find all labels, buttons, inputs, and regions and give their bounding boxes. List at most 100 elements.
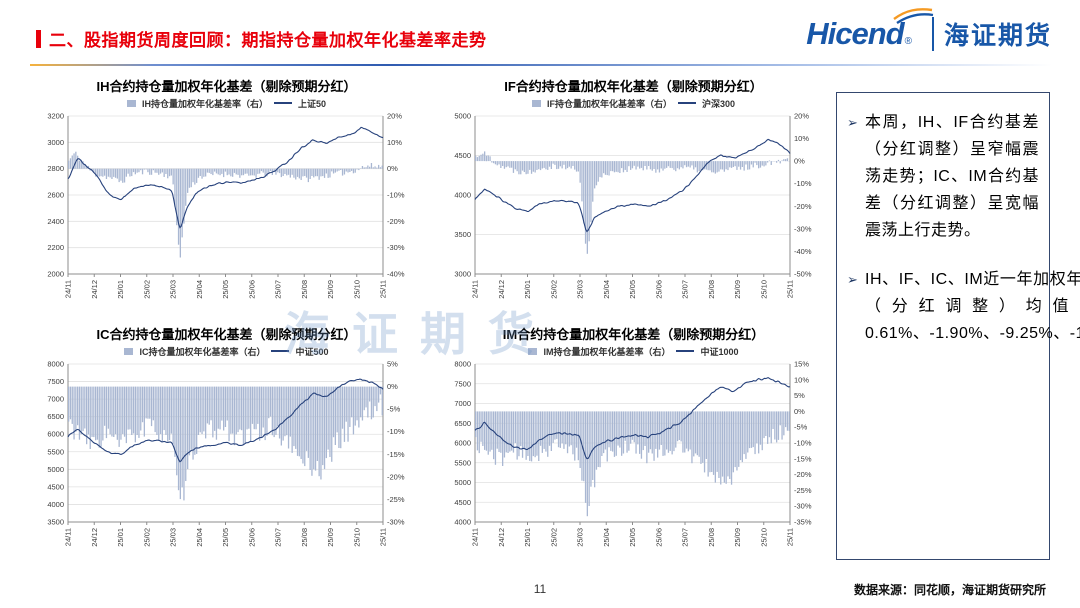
svg-text:25/11: 25/11 xyxy=(379,528,388,546)
svg-text:25/07: 25/07 xyxy=(681,528,690,547)
svg-text:25/10: 25/10 xyxy=(759,528,768,547)
svg-text:25/02: 25/02 xyxy=(549,528,558,547)
svg-text:25/03: 25/03 xyxy=(169,528,178,547)
svg-text:8000: 8000 xyxy=(454,360,471,369)
svg-text:2800: 2800 xyxy=(47,164,64,173)
chart-plot-ic: 8000 7500 7000 6500 6000 5500 5000 4500 4000 3500… xyxy=(47,360,405,547)
svg-text:25/06: 25/06 xyxy=(247,528,256,547)
svg-text:25/02: 25/02 xyxy=(142,280,151,299)
svg-text:-25%: -25% xyxy=(387,495,405,504)
svg-text:25/07: 25/07 xyxy=(274,528,283,547)
chart-title-if: IF合约持仓量加权年化基差（剔除预期分红） xyxy=(504,79,763,94)
svg-text:-5%: -5% xyxy=(387,405,401,414)
logo-text: Hicend xyxy=(806,16,904,51)
svg-text:-20%: -20% xyxy=(794,470,812,479)
svg-text:4000: 4000 xyxy=(454,518,471,527)
svg-text:25/07: 25/07 xyxy=(274,280,283,299)
svg-text:5000: 5000 xyxy=(454,478,471,487)
svg-text:25/08: 25/08 xyxy=(707,528,716,547)
svg-text:-35%: -35% xyxy=(794,518,812,527)
line-legend-label: 沪深300 xyxy=(701,98,736,109)
bar-legend-swatch xyxy=(126,99,136,107)
bullet-arrow-icon: ➢ xyxy=(847,115,858,130)
svg-text:25/05: 25/05 xyxy=(628,280,637,299)
svg-text:4500: 4500 xyxy=(47,482,64,491)
svg-text:5500: 5500 xyxy=(47,447,64,456)
svg-text:0%: 0% xyxy=(794,157,805,166)
svg-text:2600: 2600 xyxy=(47,191,64,200)
svg-text:25/08: 25/08 xyxy=(707,280,716,299)
svg-text:25/11: 25/11 xyxy=(786,528,795,546)
svg-text:25/09: 25/09 xyxy=(326,528,335,547)
svg-text:7500: 7500 xyxy=(47,377,64,386)
svg-text:25/06: 25/06 xyxy=(654,280,663,299)
svg-text:-10%: -10% xyxy=(387,427,405,436)
svg-text:-40%: -40% xyxy=(794,247,812,256)
svg-text:25/04: 25/04 xyxy=(195,528,204,547)
svg-text:-20%: -20% xyxy=(387,217,405,226)
svg-text:3000: 3000 xyxy=(454,270,471,279)
svg-text:3500: 3500 xyxy=(454,230,471,239)
line-legend-label: 中证500 xyxy=(295,346,329,357)
logo-swoosh-icon xyxy=(893,8,934,25)
svg-text:7000: 7000 xyxy=(454,399,471,408)
svg-text:2200: 2200 xyxy=(47,243,64,252)
title-accent-bar xyxy=(36,29,41,48)
svg-text:24/11: 24/11 xyxy=(64,528,73,546)
chart-ic: IC合约持仓量加权年化基差（剔除预期分红） IC持仓量加权年化基差率（右） 中证… xyxy=(28,326,425,564)
svg-text:-20%: -20% xyxy=(794,202,812,211)
svg-text:6500: 6500 xyxy=(454,419,471,428)
svg-text:25/03: 25/03 xyxy=(576,528,585,547)
svg-text:4500: 4500 xyxy=(454,498,471,507)
chart-legend-ic: IC持仓量加权年化基差率（右） 中证500 xyxy=(28,344,425,358)
svg-text:20%: 20% xyxy=(794,112,809,121)
svg-text:25/03: 25/03 xyxy=(576,280,585,299)
svg-text:-50%: -50% xyxy=(794,270,812,279)
chart-title-ih: IH合约持仓量加权年化基差（剔除预期分红） xyxy=(96,79,357,94)
bar-legend-label: IF持仓量加权年化基差率（右） xyxy=(546,98,672,109)
logo-divider xyxy=(931,17,934,51)
chart-legend-ih: IH持仓量加权年化基差率（右） 上证50 xyxy=(28,96,425,110)
chart-legend-im: IM持仓量加权年化基差率（右） 中证1000 xyxy=(435,344,832,358)
svg-text:-40%: -40% xyxy=(387,270,405,279)
svg-text:-30%: -30% xyxy=(794,224,812,233)
charts-grid: IH合约持仓量加权年化基差（剔除预期分红） IH持仓量加权年化基差率（右） 上证… xyxy=(28,78,832,564)
bullet-item-2: ➢ IH、IF、IC、IM近一年加权年化基差率（分红调整）均值分别为0.61%、… xyxy=(847,266,1080,347)
svg-text:10%: 10% xyxy=(794,134,809,143)
slide-header: 二、股指期货周度回顾：期指持仓量加权年化基差率走势 Hicend ® 海证期货 xyxy=(36,8,1052,52)
svg-text:25/10: 25/10 xyxy=(352,528,361,547)
svg-text:-5%: -5% xyxy=(794,423,808,432)
svg-text:0%: 0% xyxy=(387,164,398,173)
page-title: 二、股指期货周度回顾：期指持仓量加权年化基差率走势 xyxy=(49,31,487,50)
logo-en-wrap: Hicend ® xyxy=(806,8,934,52)
svg-text:5000: 5000 xyxy=(47,465,64,474)
svg-text:0%: 0% xyxy=(794,407,805,416)
svg-text:3500: 3500 xyxy=(47,518,64,527)
svg-text:25/02: 25/02 xyxy=(142,528,151,547)
bar-legend-swatch xyxy=(531,99,541,107)
svg-text:25/06: 25/06 xyxy=(654,528,663,547)
data-source: 数据来源：同花顺，海证期货研究所 xyxy=(853,583,1046,597)
svg-text:-30%: -30% xyxy=(387,243,405,252)
svg-text:7500: 7500 xyxy=(454,379,471,388)
svg-text:10%: 10% xyxy=(387,138,402,147)
svg-text:25/05: 25/05 xyxy=(221,280,230,299)
chart-legend-if: IF持仓量加权年化基差率（右） 沪深300 xyxy=(435,96,832,110)
svg-text:25/03: 25/03 xyxy=(169,280,178,299)
chart-title-im: IM合约持仓量加权年化基差（剔除预期分红） xyxy=(502,327,765,342)
bullet-arrow-icon: ➢ xyxy=(847,272,858,287)
line-legend-swatch xyxy=(676,350,695,352)
svg-text:24/11: 24/11 xyxy=(471,528,480,546)
bar-legend-label: IM持仓量加权年化基差率（右） xyxy=(543,346,671,357)
svg-text:-30%: -30% xyxy=(387,518,405,527)
bar-legend-label: IH持仓量加权年化基差率（右） xyxy=(141,98,268,109)
svg-text:25/04: 25/04 xyxy=(602,528,611,547)
bar-legend-label: IC持仓量加权年化基差率（右） xyxy=(139,346,266,357)
svg-text:24/11: 24/11 xyxy=(471,280,480,298)
svg-text:20%: 20% xyxy=(387,112,402,121)
chart-plot-ih: 3200 3000 2800 2600 2400 2200 2000 20% 10% 0% -10%… xyxy=(47,112,405,299)
svg-text:25/08: 25/08 xyxy=(300,280,309,299)
svg-text:25/09: 25/09 xyxy=(733,280,742,299)
svg-text:3200: 3200 xyxy=(47,112,64,121)
chart-title-ic: IC合约持仓量加权年化基差（剔除预期分红） xyxy=(96,327,357,342)
